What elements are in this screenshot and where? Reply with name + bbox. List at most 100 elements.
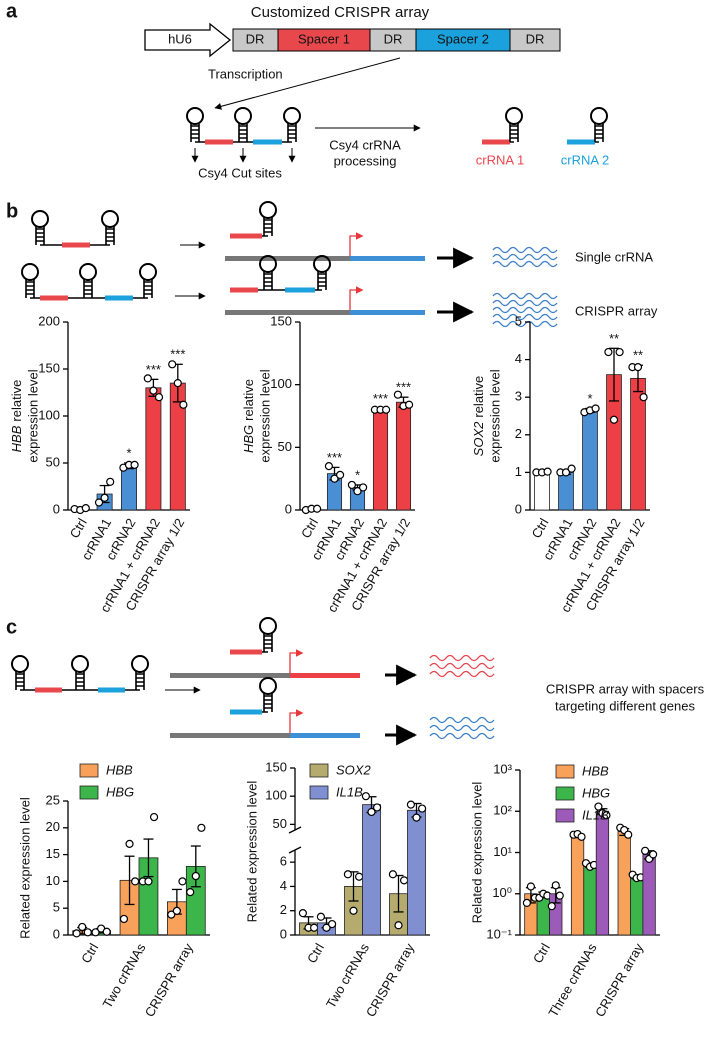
y-tick-label: 25 xyxy=(46,792,60,807)
data-point xyxy=(394,921,403,930)
hairpin xyxy=(283,107,301,143)
y-tick-label: 5 xyxy=(515,313,522,328)
data-point xyxy=(78,922,87,932)
y-axis-label: SOX2 relative xyxy=(471,376,486,457)
legend-label: HBB xyxy=(582,763,609,778)
legend-label: IL1B xyxy=(336,784,363,799)
bar xyxy=(534,471,550,511)
bar xyxy=(558,471,574,511)
transcription-label: Transcription xyxy=(208,66,283,81)
data-point xyxy=(131,877,140,886)
cut-sites-label: Csy4 Cut sites xyxy=(198,165,282,180)
promoter-dna xyxy=(170,673,290,678)
data-point xyxy=(83,928,92,937)
gene-dna xyxy=(350,310,425,315)
data-point xyxy=(94,498,104,507)
data-point xyxy=(149,386,158,395)
hairpin xyxy=(139,263,157,299)
data-point xyxy=(388,870,397,879)
bar xyxy=(570,835,585,936)
y-tick-label: 100 xyxy=(265,788,287,803)
y-tick-label: 50 xyxy=(273,816,287,831)
error-bar xyxy=(124,855,135,906)
x-tick-label: Ctrl xyxy=(530,941,553,966)
data-point xyxy=(186,888,195,897)
array-title: Customized CRISPR array xyxy=(251,4,430,21)
y-tick-label: 4 xyxy=(280,878,287,893)
y-tick-label: 10³ xyxy=(493,761,512,776)
y-tick-label: 3 xyxy=(515,389,522,404)
data-point xyxy=(298,909,307,918)
data-point xyxy=(144,877,153,886)
bar xyxy=(372,409,389,511)
data-point xyxy=(330,474,339,483)
data-point xyxy=(130,460,139,469)
y-tick-label: 10 xyxy=(46,873,60,888)
data-point xyxy=(526,882,535,891)
axis-break xyxy=(288,826,302,834)
data-point xyxy=(615,347,624,357)
data-point xyxy=(361,792,370,801)
y-axis-label-gene: SOX2 xyxy=(471,421,486,456)
data-point xyxy=(373,803,382,812)
legend-label: IL1B xyxy=(582,807,609,822)
significance: ** xyxy=(633,348,643,363)
significance: *** xyxy=(146,362,161,377)
panel-label: c xyxy=(6,616,17,638)
data-point xyxy=(393,390,402,399)
bar xyxy=(407,809,426,936)
data-point xyxy=(324,462,333,471)
y-tick-label: 0 xyxy=(515,501,522,516)
spacer-label: Spacer 2 xyxy=(437,31,489,46)
x-tick-label: Two crRNAs xyxy=(323,940,372,1010)
bar xyxy=(617,831,631,936)
y-tick-label: 150 xyxy=(38,360,60,375)
data-point xyxy=(355,872,364,881)
data-point xyxy=(567,464,576,473)
panel-label: a xyxy=(6,0,18,22)
error-bar xyxy=(143,838,154,878)
y-tick-label: 10¹ xyxy=(493,844,512,859)
processing-label: Csy4 crRNA xyxy=(329,137,401,152)
y-tick-label: 1 xyxy=(515,464,522,479)
significance: * xyxy=(126,445,131,460)
bar xyxy=(121,465,137,511)
hairpin xyxy=(234,107,252,143)
output-label: CRISPR array with spacers xyxy=(546,681,705,696)
significance: ** xyxy=(609,331,619,346)
error-bar xyxy=(609,347,619,402)
hairpin xyxy=(186,107,204,143)
transcript-wave xyxy=(492,246,558,254)
data-point xyxy=(604,347,613,357)
legend-swatch xyxy=(79,785,99,800)
x-tick-label: Ctrl xyxy=(304,941,327,966)
y-axis-label-text: relative xyxy=(471,376,486,418)
data-point xyxy=(125,839,134,848)
data-point xyxy=(359,483,368,492)
data-point xyxy=(412,813,421,822)
y-tick-label: 0 xyxy=(53,926,60,941)
bar xyxy=(362,804,381,936)
data-point xyxy=(313,504,322,513)
y-axis-label: expression level xyxy=(257,369,272,462)
y-axis-label-text: relative xyxy=(9,380,24,422)
hairpin xyxy=(31,210,49,246)
data-point xyxy=(191,871,200,881)
x-tick-label: CRISPR array xyxy=(363,940,417,1019)
y-tick-label: 50 xyxy=(278,439,292,454)
data-point xyxy=(143,374,152,383)
data-point xyxy=(81,504,90,513)
significance: * xyxy=(355,467,360,482)
tss-arrow xyxy=(349,286,364,310)
y-tick-label: 5 xyxy=(53,900,60,915)
data-point xyxy=(347,480,356,490)
x-tick-label: Three crRNAs xyxy=(545,940,599,1019)
data-point xyxy=(367,807,376,817)
transcript-wave xyxy=(429,716,495,724)
x-tick-label: Ctrl xyxy=(78,941,101,966)
bar xyxy=(582,409,598,511)
transcription-arrow xyxy=(214,57,401,110)
hairpin xyxy=(505,107,523,143)
legend-label: HBB xyxy=(106,762,133,777)
y-axis-label: Related expression level xyxy=(469,782,484,924)
